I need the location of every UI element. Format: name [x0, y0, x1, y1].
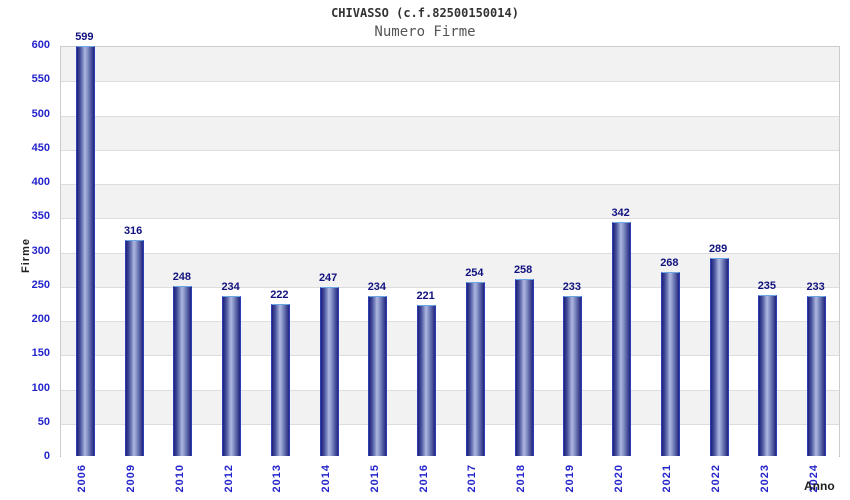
gridline	[61, 218, 839, 220]
x-tick-label-2021: 2021	[661, 464, 674, 493]
x-tick-label-2013: 2013	[271, 464, 284, 493]
background-band	[61, 218, 839, 253]
bar-value-label: 254	[465, 267, 484, 279]
bar-value-label: 268	[660, 257, 679, 270]
y-tick-label: 100	[31, 381, 50, 394]
x-tick-label-2022: 2022	[710, 464, 723, 493]
bar-value-label: 248	[172, 271, 192, 284]
bar-value-label: 234	[221, 280, 240, 293]
bar-2009	[124, 239, 144, 456]
chart-subtitle: Numero Firme	[374, 24, 476, 40]
gridline	[61, 252, 839, 254]
bar-2015	[368, 295, 388, 456]
bar-value-label: 221	[416, 289, 435, 302]
y-tick-label: 450	[31, 141, 50, 154]
y-tick-label: 0	[43, 450, 50, 462]
bar-2010	[173, 286, 193, 456]
chart-title: CHIVASSO (c.f.82500150014)	[331, 6, 519, 20]
y-tick-label: 250	[31, 278, 50, 291]
background-band	[61, 81, 839, 116]
gridline	[61, 286, 839, 288]
y-tick-label: 200	[31, 313, 50, 325]
bar-2012	[222, 295, 242, 456]
bar-value-label: 258	[513, 264, 533, 277]
y-tick-label: 600	[31, 39, 50, 51]
bar-value-label: 222	[270, 288, 289, 301]
bar-value-label: 233	[806, 281, 825, 294]
y-tick-label: 350	[31, 210, 50, 223]
bar-value-label: 234	[367, 280, 387, 293]
gridline	[61, 355, 839, 357]
gridline	[61, 81, 839, 83]
x-tick-label-2006: 2006	[76, 464, 89, 493]
bar-2006	[75, 45, 95, 456]
gridline	[61, 321, 839, 322]
x-tick-label-2017: 2017	[466, 464, 479, 493]
bar-2021	[660, 272, 680, 456]
gridline	[61, 149, 839, 151]
bar-value-label: 289	[708, 243, 728, 256]
bar-2023	[758, 295, 778, 456]
background-band	[61, 252, 839, 287]
bar-value-label: 233	[562, 281, 582, 294]
gridline	[61, 184, 839, 185]
gridline	[61, 389, 839, 391]
bar-2016	[417, 304, 437, 456]
x-tick-label-2015: 2015	[368, 464, 381, 493]
x-tick-label-2016: 2016	[417, 464, 430, 493]
y-tick-label: 150	[31, 347, 50, 360]
background-band	[61, 47, 839, 82]
x-axis-title: Anno	[804, 479, 835, 493]
bar-2022	[709, 258, 729, 456]
background-band	[61, 149, 839, 184]
bar-value-label: 342	[611, 206, 630, 219]
x-tick-label-2012: 2012	[222, 464, 235, 493]
y-tick-label: 550	[31, 73, 50, 86]
bar-2013	[270, 303, 290, 456]
bar-2018	[514, 279, 534, 456]
bar-2014	[319, 286, 339, 456]
x-tick-label-2009: 2009	[125, 464, 138, 493]
bar-value-label: 316	[123, 224, 143, 237]
background-band	[61, 115, 839, 150]
bar-2020	[612, 221, 632, 456]
background-band	[61, 184, 839, 219]
bar-value-label: 235	[757, 280, 777, 293]
gridline	[61, 423, 839, 425]
x-tick-label-2014: 2014	[320, 464, 333, 493]
bar-value-label: 599	[75, 30, 94, 43]
x-tick-label-2019: 2019	[563, 464, 576, 493]
plot-area	[60, 45, 840, 458]
x-tick-label-2023: 2023	[758, 464, 771, 493]
bar-2024	[807, 296, 827, 456]
gridline	[61, 115, 839, 117]
bar-2017	[465, 282, 485, 456]
bar-2019	[563, 296, 583, 456]
y-tick-label: 400	[31, 176, 50, 188]
bar-value-label: 247	[318, 271, 338, 284]
x-tick-label-2010: 2010	[173, 464, 186, 493]
y-tick-label: 50	[37, 415, 50, 428]
y-tick-label: 300	[31, 244, 50, 257]
y-tick-label: 500	[31, 107, 50, 120]
x-tick-label-2020: 2020	[612, 464, 625, 493]
x-tick-label-2018: 2018	[515, 464, 528, 493]
